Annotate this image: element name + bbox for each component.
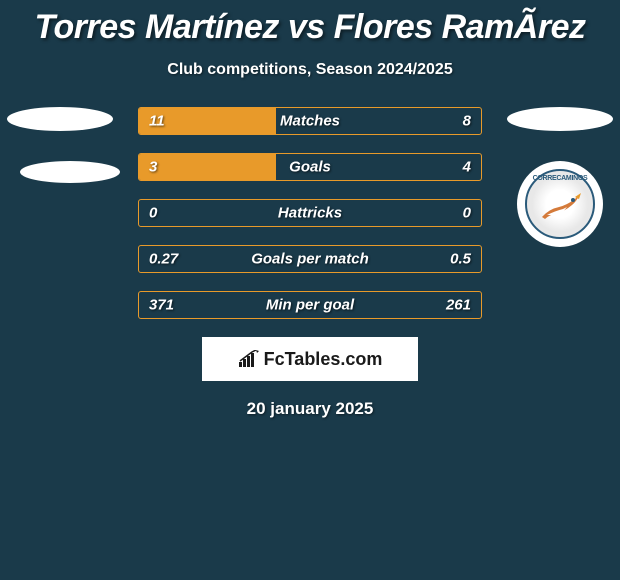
- player2-club-badge: CORRECAMINOS: [517, 161, 603, 247]
- stat-value-right: 0: [463, 205, 471, 222]
- watermark: FcTables.com: [202, 337, 418, 381]
- subtitle: Club competitions, Season 2024/2025: [0, 61, 620, 79]
- stat-rows: 11 Matches 8 3 Goals 4 0 Hattricks 0 0.2…: [138, 107, 482, 319]
- stat-value-left: 3: [149, 159, 157, 176]
- stats-area: CORRECAMINOS 11 Matches 8 3 Goals 4: [0, 107, 620, 319]
- stat-row: 3 Goals 4: [138, 153, 482, 181]
- stat-label: Goals per match: [251, 251, 369, 268]
- stat-value-right: 8: [463, 113, 471, 130]
- stat-label: Goals: [289, 159, 331, 176]
- date: 20 january 2025: [0, 399, 620, 419]
- stat-value-left: 0: [149, 205, 157, 222]
- stat-value-right: 4: [463, 159, 471, 176]
- stat-value-right: 0.5: [450, 251, 471, 268]
- watermark-text: FcTables.com: [264, 349, 383, 370]
- player1-club-logo-placeholder: [20, 161, 120, 183]
- club-badge-text: CORRECAMINOS: [527, 175, 593, 182]
- player1-logo-placeholder: [7, 107, 113, 131]
- stat-label: Matches: [280, 113, 340, 130]
- stat-row: 371 Min per goal 261: [138, 291, 482, 319]
- stat-row: 0.27 Goals per match 0.5: [138, 245, 482, 273]
- stat-row: 0 Hattricks 0: [138, 199, 482, 227]
- stat-value-left: 0.27: [149, 251, 178, 268]
- club-badge-inner: CORRECAMINOS: [525, 169, 595, 239]
- stat-fill-left: [139, 154, 276, 180]
- player2-logo-placeholder: [507, 107, 613, 131]
- stat-label: Min per goal: [266, 297, 354, 314]
- roadrunner-icon: [537, 189, 583, 225]
- chart-icon: [238, 350, 260, 368]
- stat-label: Hattricks: [278, 205, 342, 222]
- stat-value-left: 11: [149, 113, 165, 130]
- page-title: Torres Martínez vs Flores RamÃ­rez: [0, 0, 620, 47]
- stat-row: 11 Matches 8: [138, 107, 482, 135]
- stat-value-right: 261: [446, 297, 471, 314]
- stat-value-left: 371: [149, 297, 174, 314]
